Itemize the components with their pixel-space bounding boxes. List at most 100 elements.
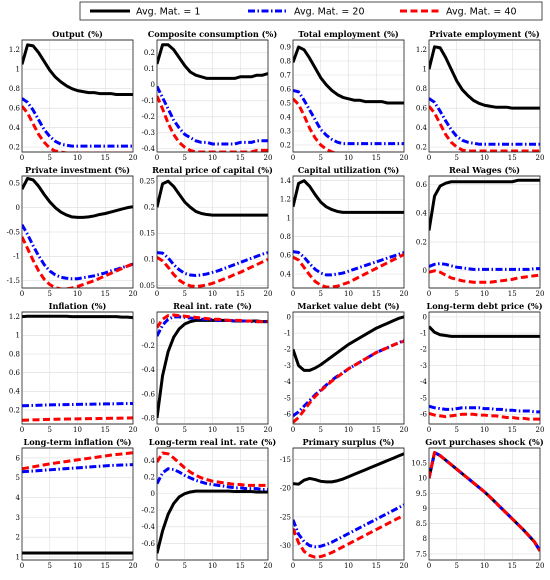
plot-frame [156,311,269,425]
y-tick-label: -0.8 [142,414,156,422]
series-line-avg-mat-1 [22,43,133,97]
x-tick-label: 0 [155,154,159,162]
y-tick-label: 1 [16,553,20,561]
y-tick-label: 1 [16,66,20,74]
y-tick-label: 0.9 [280,43,291,51]
y-tick-label: 0.3 [280,127,291,135]
x-tick-label: 15 [236,290,245,298]
x-tick-label: 15 [508,562,517,570]
y-tick-label: 1 [16,332,20,340]
y-tick-label: -1 [284,330,291,338]
plot-frame [292,447,405,561]
y-tick-label: 10.5 [411,460,427,468]
series-line-avg-mat-40 [157,313,268,329]
x-tick-label: 20 [129,154,138,162]
legend-label-2: Avg. Mat. = 20 [294,7,365,18]
plot-frame [428,311,541,425]
y-tick-label: 0.1 [144,256,155,264]
panel-long-term-inflation: Long-term inflation (%) 0 5 10 15 20 1 2 3 4 5 6 [16,437,138,570]
y-tick-label: 1.2 [416,46,427,54]
x-tick-label: 15 [101,154,110,162]
series-line-avg-mat-40 [157,256,268,288]
plot-frame [156,447,269,561]
x-tick-label: 5 [455,426,459,434]
panel-title: Private employment (%) [429,29,540,39]
y-tick-label: -0.3 [142,129,156,137]
x-tick-label: 5 [319,426,323,434]
y-tick-label: 0 [151,490,155,498]
y-tick-label: 1.2 [280,196,291,204]
y-tick-label: -0.2 [142,507,156,515]
series-line-avg-mat-1 [157,43,268,80]
y-tick-label: 0.05 [139,282,155,290]
x-tick-label: 15 [508,154,517,162]
y-tick-label: 1 [423,66,427,74]
series-line-avg-mat-20 [293,88,404,146]
x-tick-label: 5 [319,562,323,570]
x-tick-label: 5 [319,154,323,162]
panel-title: Private investment (%) [25,165,130,175]
y-tick-label: 8.5 [416,520,427,528]
plot-frame [292,175,405,289]
y-tick-label: -1.5 [7,277,21,285]
y-tick-label: -0.5 [7,228,21,236]
y-tick-label: 6 [16,454,21,462]
y-tick-label: 0.5 [280,99,291,107]
series-line-avg-mat-40 [22,451,133,471]
x-tick-label: 15 [236,426,245,434]
series-line-avg-mat-1 [429,325,540,338]
y-tick-label: 0.8 [280,57,291,65]
x-tick-label: 15 [236,562,245,570]
x-tick-label: 5 [183,562,187,570]
panel-govt-purchases-shock: Govt purchases shock (%) 0 5 10 15 20 7.5 8 8.5 9… [411,437,544,570]
series-line-avg-mat-1 [293,315,404,372]
y-tick-label: 0.6 [9,105,21,113]
y-tick-label: 4 [16,494,21,502]
x-tick-label: 20 [129,290,138,298]
y-tick-label: 1.2 [9,313,20,321]
y-tick-label: 0.4 [416,124,428,132]
panels: Output (%)0 5 10 15 200.20.40.60.811.2Compos… [7,29,545,570]
x-tick-label: 10 [480,562,489,570]
x-tick-label: 5 [455,562,459,570]
plot-frame [21,447,134,561]
x-tick-label: 0 [427,290,431,298]
y-tick-label: 0.4 [416,210,428,218]
series-line-avg-mat-40 [22,416,133,422]
x-tick-label: 0 [155,290,159,298]
series-line-avg-mat-20 [293,250,404,277]
panel-title: Rental price of capital (%) [152,165,273,175]
x-tick-label: 5 [48,426,52,434]
legend-label-3: Avg. Mat. = 40 [446,7,517,18]
y-tick-label: 0.2 [144,473,155,481]
panel-rental-price-of-capital: Rental price of capital (%) 0 5 10 15 20 0.05 0… [139,165,273,298]
x-tick-label: 10 [208,426,217,434]
plot-frame [428,39,541,153]
series-line-avg-mat-1 [429,178,540,231]
panel-total-employment: Total employment (%) 0 5 10 15 20 0.2 0.3 0.4 0.5… [280,29,409,162]
y-tick-label: 0 [151,81,155,89]
y-tick-label: -4 [284,378,291,386]
x-tick-label: 10 [344,290,353,298]
x-tick-label: 0 [427,154,431,162]
y-tick-label: 0.2 [9,406,20,414]
panel-title: Total employment (%) [298,29,399,39]
y-tick-label: 0.6 [9,369,21,377]
y-tick-label: 0.15 [139,230,155,238]
y-tick-label: 0.2 [416,238,427,246]
y-tick-label: 0.8 [416,85,427,93]
plot-frame [292,311,405,425]
y-tick-label: 0.2 [9,144,20,152]
y-tick-label: -20 [280,485,291,493]
plot-frame [428,175,541,289]
y-tick-label: 10 [418,475,427,483]
x-tick-label: 15 [508,290,517,298]
panel-title: Real int. rate (%) [173,301,252,311]
series-line-avg-mat-1 [157,489,268,554]
plot-frame [21,175,134,289]
y-tick-label: 1 [287,214,291,222]
panel-title: Inflation (%) [49,301,107,311]
x-tick-label: 15 [372,290,381,298]
x-tick-label: 20 [536,426,545,434]
x-tick-label: 0 [291,562,295,570]
